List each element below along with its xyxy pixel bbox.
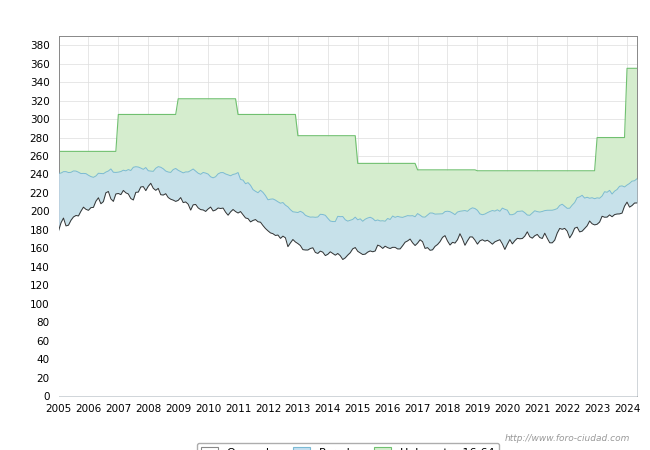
Text: http://www.foro-ciudad.com: http://www.foro-ciudad.com xyxy=(505,434,630,443)
Text: Graja de Iniesta - Evolucion de la poblacion en edad de Trabajar Mayo de 2024: Graja de Iniesta - Evolucion de la pobla… xyxy=(78,13,572,26)
Legend: Ocupados, Parados, Hab. entre 16-64: Ocupados, Parados, Hab. entre 16-64 xyxy=(197,443,499,450)
